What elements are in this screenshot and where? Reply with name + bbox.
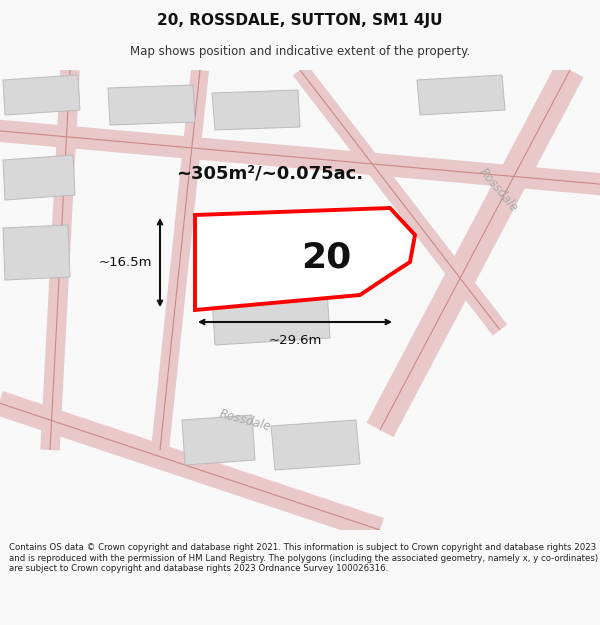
Text: Rossdale: Rossdale	[476, 166, 520, 214]
Polygon shape	[108, 85, 195, 125]
Text: Rossdale: Rossdale	[218, 407, 272, 433]
Polygon shape	[212, 290, 330, 345]
Text: Map shows position and indicative extent of the property.: Map shows position and indicative extent…	[130, 44, 470, 58]
Polygon shape	[3, 155, 75, 200]
Polygon shape	[182, 415, 255, 465]
Polygon shape	[417, 75, 505, 115]
Text: ~305m²/~0.075ac.: ~305m²/~0.075ac.	[176, 164, 364, 182]
Polygon shape	[212, 90, 300, 130]
Text: Contains OS data © Crown copyright and database right 2021. This information is : Contains OS data © Crown copyright and d…	[9, 543, 598, 573]
Text: 20: 20	[301, 240, 352, 274]
Text: ~16.5m: ~16.5m	[98, 256, 152, 269]
Polygon shape	[195, 208, 415, 310]
Polygon shape	[3, 75, 80, 115]
Polygon shape	[271, 420, 360, 470]
Polygon shape	[3, 225, 70, 280]
Text: ~29.6m: ~29.6m	[268, 334, 322, 347]
Text: 20, ROSSDALE, SUTTON, SM1 4JU: 20, ROSSDALE, SUTTON, SM1 4JU	[157, 13, 443, 28]
